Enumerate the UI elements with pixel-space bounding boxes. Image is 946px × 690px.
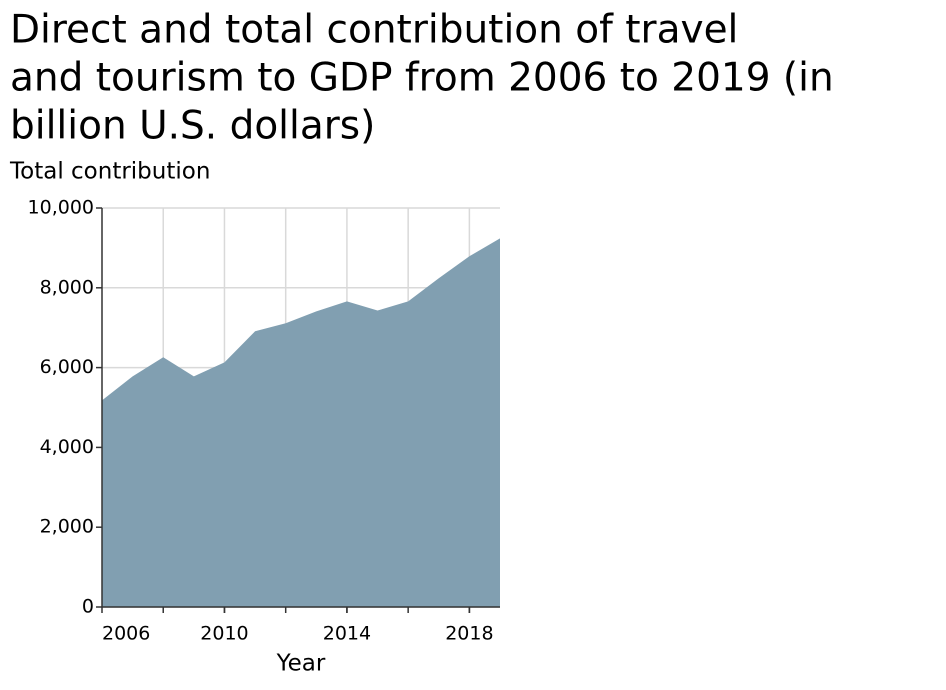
x-axis-label: Year: [276, 651, 326, 677]
chart-title: and tourism to GDP from 2006 to 2019 (in: [10, 56, 834, 101]
y-tick-label: 0: [82, 596, 94, 618]
chart-title: Direct and total contribution of travel: [10, 8, 738, 53]
y-tick-label: 6,000: [40, 356, 94, 378]
y-tick-label: 4,000: [40, 436, 94, 458]
chart-title: billion U.S. dollars): [10, 104, 375, 149]
y-tick-label: 10,000: [28, 197, 94, 219]
area: [102, 238, 500, 607]
x-tick-label: 2006: [102, 623, 150, 645]
x-tick-label: 2010: [200, 623, 248, 645]
x-tick-label: 2018: [445, 623, 493, 645]
y-tick-label: 8,000: [40, 276, 94, 298]
y-tick-label: 2,000: [40, 516, 94, 538]
y-axis-label: Total contribution: [9, 159, 210, 185]
x-tick-label: 2014: [323, 623, 371, 645]
